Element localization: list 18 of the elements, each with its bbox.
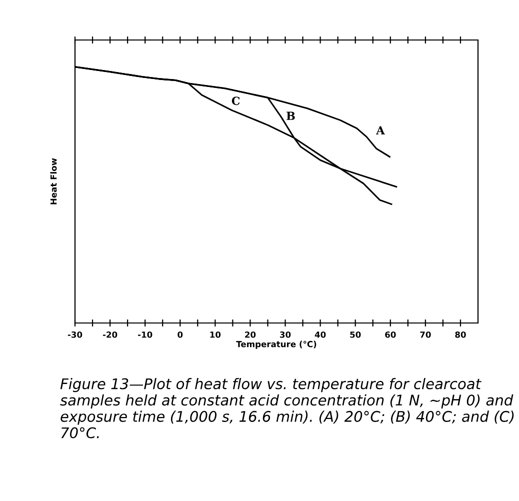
x-tick-label: 50 [350, 331, 361, 338]
x-tick-label: 60 [385, 331, 396, 338]
x-tick-label: 30 [280, 331, 291, 338]
x-tick-label: -10 [138, 331, 152, 338]
x-tick-label: 40 [314, 331, 326, 338]
caption: Figure 13—Plot of heat flow vs. temperature for clearcoat samples held at constant acid concentration (1 N, ~pH 0) and exposure time (1,000 s, 16.6 min). (A) 20°C; (B) 40°C; and (C) 70°C. [60, 378, 514, 438]
x-tick-label: -20 [102, 331, 118, 338]
x-tick-label: 0 [178, 331, 183, 338]
x-tick-label: 20 [245, 331, 256, 338]
series-label: C [232, 96, 240, 106]
x-tick-label: 10 [210, 331, 221, 338]
x-tick-label: 80 [455, 331, 466, 338]
series-label: B [286, 112, 295, 120]
x-tick-label: -30 [68, 331, 82, 338]
y-axis-title: Heat Flow [50, 158, 57, 204]
x-axis-title: Temperature (°C) [236, 340, 316, 349]
x-tick-label: 70 [420, 331, 431, 338]
series-label: A [376, 126, 385, 134]
